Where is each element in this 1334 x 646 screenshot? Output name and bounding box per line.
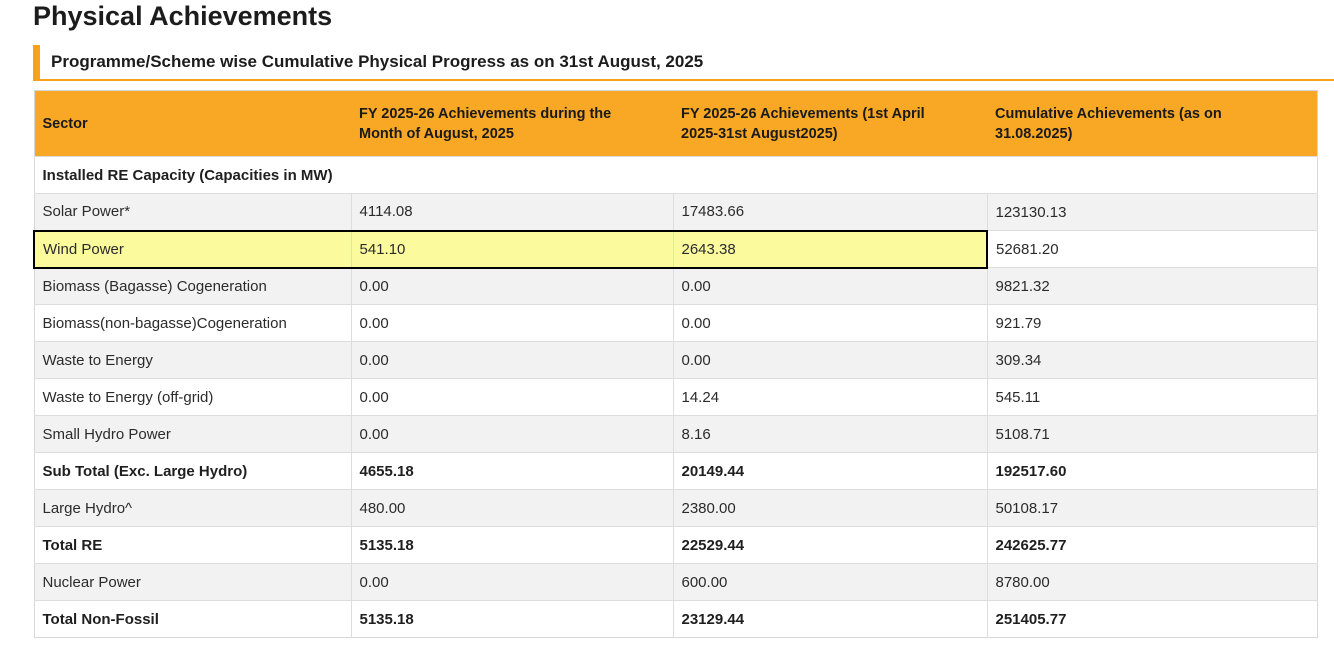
month-value-cell: 0.00: [350, 415, 673, 453]
section-subtitle: Programme/Scheme wise Cumulative Physica…: [33, 45, 1334, 79]
month-value-cell: 4114.08: [350, 193, 673, 231]
fy-value-cell: 2380.00: [672, 489, 987, 527]
month-value-cell: 0.00: [350, 378, 673, 416]
fy-value-cell: 2643.38: [672, 229, 988, 269]
row-sub-total-exc-large-hydro[interactable]: Sub Total (Exc. Large Hydro) 4655.18 201…: [34, 452, 1317, 490]
fy-value-cell: 20149.44: [672, 452, 987, 490]
sector-cell: Sub Total (Exc. Large Hydro): [34, 452, 351, 490]
cumulative-value-cell: 52681.20: [986, 230, 1317, 268]
col-header-cumulative-achievements: Cumulative Achievements (as on 31.08.202…: [987, 90, 1317, 157]
cumulative-value-cell: 251405.77: [986, 600, 1317, 638]
sector-cell: Biomass (Bagasse) Cogeneration: [34, 267, 351, 305]
fy-value-cell: 8.16: [672, 415, 987, 453]
month-value-cell: 0.00: [350, 563, 673, 601]
month-value-cell: 541.10: [350, 229, 673, 269]
sector-cell: Total RE: [34, 526, 351, 564]
fy-value-cell: 0.00: [672, 341, 987, 379]
progress-table: Sector FY 2025-26 Achievements during th…: [33, 90, 1318, 638]
fy-value-cell: 0.00: [672, 267, 987, 305]
cumulative-value-cell: 9821.32: [986, 267, 1317, 305]
cumulative-value-cell: 50108.17: [986, 489, 1317, 527]
row-total-non-fossil[interactable]: Total Non-Fossil 5135.18 23129.44 251405…: [34, 600, 1317, 638]
month-value-cell: 480.00: [350, 489, 673, 527]
month-value-cell: 0.00: [350, 341, 673, 379]
col-header-sector: Sector: [34, 90, 351, 157]
progress-table-container: Sector FY 2025-26 Achievements during th…: [33, 90, 1318, 638]
sector-cell: Small Hydro Power: [34, 415, 351, 453]
sector-cell: Wind Power: [33, 229, 351, 269]
cumulative-value-cell: 242625.77: [986, 526, 1317, 564]
sector-cell: Nuclear Power: [34, 563, 351, 601]
cumulative-value-cell: 921.79: [986, 304, 1317, 342]
month-value-cell: 0.00: [350, 267, 673, 305]
month-value-cell: 0.00: [350, 304, 673, 342]
row-large-hydro[interactable]: Large Hydro^ 480.00 2380.00 50108.17: [34, 489, 1317, 527]
cumulative-value-cell: 309.34: [986, 341, 1317, 379]
row-nuclear-power[interactable]: Nuclear Power 0.00 600.00 8780.00: [34, 563, 1317, 601]
sector-cell: Biomass(non-bagasse)Cogeneration: [34, 304, 351, 342]
table-header-row: Sector FY 2025-26 Achievements during th…: [34, 90, 1317, 157]
fy-value-cell: 22529.44: [672, 526, 987, 564]
page-title: Physical Achievements: [33, 1, 333, 31]
month-value-cell: 4655.18: [350, 452, 673, 490]
cumulative-value-cell: 5108.71: [986, 415, 1317, 453]
fy-value-cell: 17483.66: [672, 193, 987, 231]
month-value-cell: 5135.18: [350, 600, 673, 638]
fy-value-cell: 600.00: [672, 563, 987, 601]
fy-value-cell: 23129.44: [672, 600, 987, 638]
row-biomass-non-bagasse-cogeneration[interactable]: Biomass(non-bagasse)Cogeneration 0.00 0.…: [34, 304, 1317, 342]
sector-cell: Total Non-Fossil: [34, 600, 351, 638]
row-small-hydro-power[interactable]: Small Hydro Power 0.00 8.16 5108.71: [34, 415, 1317, 453]
row-waste-to-energy-off-grid[interactable]: Waste to Energy (off-grid) 0.00 14.24 54…: [34, 378, 1317, 416]
row-wind-power-highlighted[interactable]: Wind Power 541.10 2643.38 52681.20: [33, 229, 1317, 269]
month-value-cell: 5135.18: [350, 526, 673, 564]
cumulative-value-cell: 545.11: [986, 378, 1317, 416]
sector-cell: Waste to Energy: [34, 341, 351, 379]
col-header-fy-achievements: FY 2025-26 Achievements (1st April 2025-…: [673, 90, 987, 157]
row-total-re[interactable]: Total RE 5135.18 22529.44 242625.77: [34, 526, 1317, 564]
sector-cell: Waste to Energy (off-grid): [34, 378, 351, 416]
sector-cell: Solar Power*: [34, 193, 351, 231]
col-header-month-achievements: FY 2025-26 Achievements during the Month…: [351, 90, 673, 157]
section-header-label: Installed RE Capacity (Capacities in MW): [34, 156, 1317, 194]
row-waste-to-energy[interactable]: Waste to Energy 0.00 0.00 309.34: [34, 341, 1317, 379]
fy-value-cell: 0.00: [672, 304, 987, 342]
row-biomass-bagasse-cogeneration[interactable]: Biomass (Bagasse) Cogeneration 0.00 0.00…: [34, 267, 1317, 305]
fy-value-cell: 14.24: [672, 378, 987, 416]
cumulative-value-cell: 8780.00: [986, 563, 1317, 601]
cumulative-value-cell: 123130.13: [986, 193, 1317, 231]
sector-cell: Large Hydro^: [34, 489, 351, 527]
section-header-row: Installed RE Capacity (Capacities in MW): [34, 156, 1317, 194]
section-subtitle-band: Programme/Scheme wise Cumulative Physica…: [33, 45, 1334, 81]
cumulative-value-cell: 192517.60: [986, 452, 1317, 490]
row-solar-power[interactable]: Solar Power* 4114.08 17483.66 123130.13: [34, 193, 1317, 231]
